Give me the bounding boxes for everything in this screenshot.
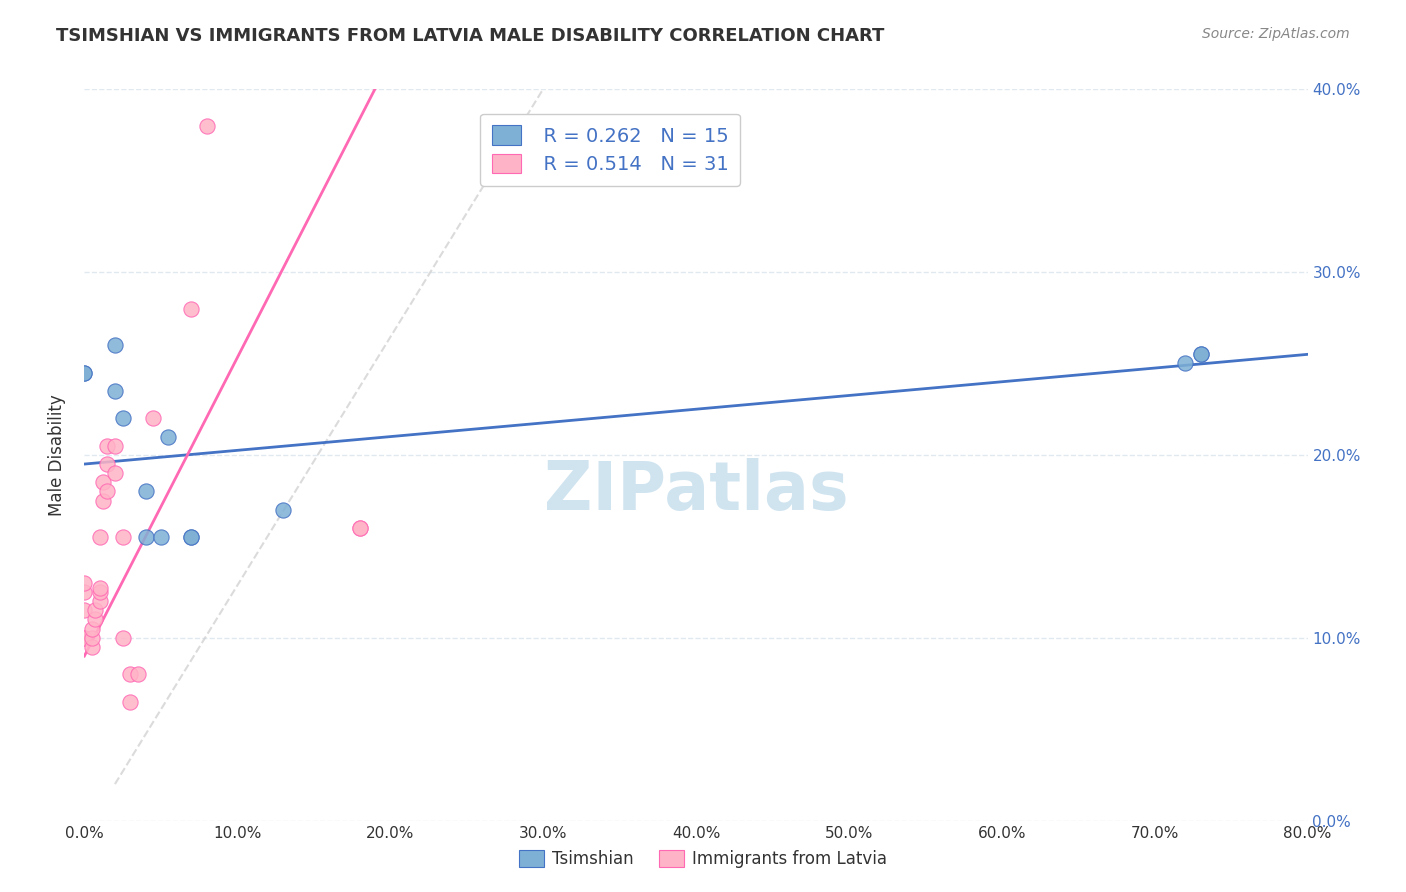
Point: [111, 530, 134, 544]
Point: [89, 594, 111, 608]
Point: [91, 493, 114, 508]
Y-axis label: Male Disability: Male Disability: [48, 394, 66, 516]
Point: [349, 521, 371, 535]
Point: [89, 530, 111, 544]
Point: [1189, 347, 1212, 361]
Point: [120, 695, 142, 709]
Point: [149, 530, 172, 544]
Point: [96, 484, 118, 499]
Point: [195, 119, 218, 133]
Text: TSIMSHIAN VS IMMIGRANTS FROM LATVIA MALE DISABILITY CORRELATION CHART: TSIMSHIAN VS IMMIGRANTS FROM LATVIA MALE…: [56, 27, 884, 45]
Point: [180, 301, 202, 316]
Point: [89, 582, 111, 596]
Point: [89, 585, 111, 599]
Point: [135, 484, 157, 499]
Point: [120, 667, 142, 681]
Point: [111, 411, 134, 425]
Legend: Tsimshian, Immigrants from Latvia: Tsimshian, Immigrants from Latvia: [512, 843, 894, 875]
Point: [1189, 347, 1212, 361]
Point: [73, 631, 96, 645]
Point: [73, 631, 96, 645]
Point: [73, 366, 96, 380]
Point: [91, 475, 114, 490]
Point: [180, 530, 202, 544]
Point: [111, 631, 134, 645]
Point: [73, 576, 96, 591]
Point: [104, 384, 127, 398]
Point: [1174, 356, 1197, 371]
Point: [157, 430, 180, 444]
Point: [96, 439, 118, 453]
Point: [104, 439, 127, 453]
Point: [80, 631, 103, 645]
Point: [73, 603, 96, 617]
Point: [104, 466, 127, 480]
Point: [180, 530, 202, 544]
Text: Source: ZipAtlas.com: Source: ZipAtlas.com: [1202, 27, 1350, 41]
Point: [104, 338, 127, 352]
Point: [84, 603, 107, 617]
Point: [84, 613, 107, 627]
Point: [80, 622, 103, 636]
Point: [135, 530, 157, 544]
Point: [73, 366, 96, 380]
Legend:   R = 0.262   N = 15,   R = 0.514   N = 31: R = 0.262 N = 15, R = 0.514 N = 31: [481, 113, 741, 186]
Point: [127, 667, 149, 681]
Point: [349, 521, 371, 535]
Point: [80, 640, 103, 654]
Point: [96, 457, 118, 471]
Point: [142, 411, 165, 425]
Point: [271, 503, 294, 517]
Point: [73, 585, 96, 599]
Text: ZIPatlas: ZIPatlas: [544, 458, 848, 524]
